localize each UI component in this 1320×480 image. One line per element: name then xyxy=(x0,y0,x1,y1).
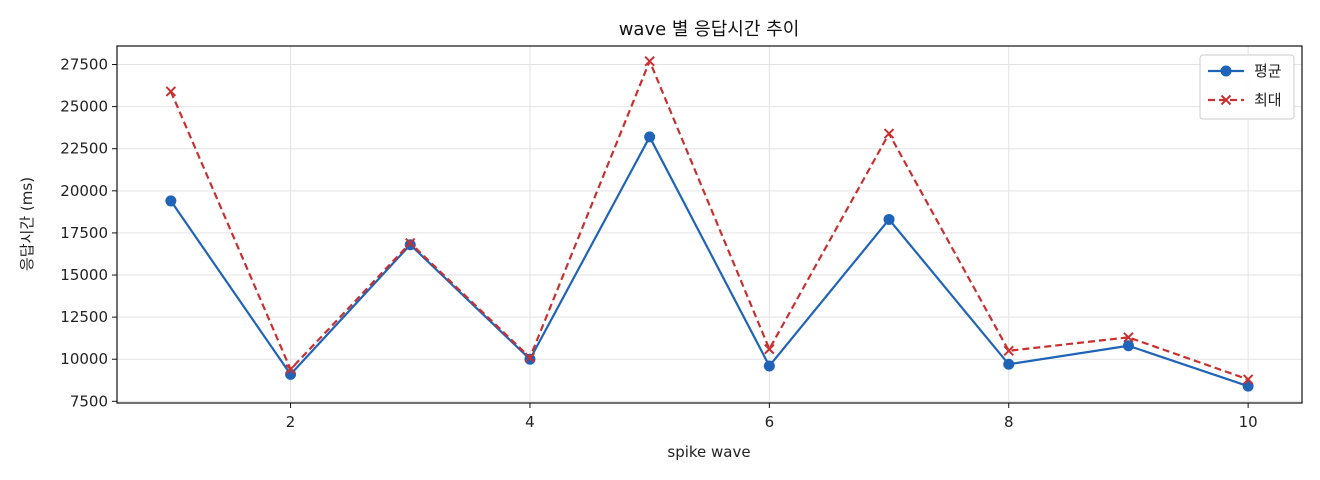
data-point xyxy=(524,352,536,363)
series-line xyxy=(169,135,1249,388)
data-point xyxy=(1242,374,1254,385)
y-tick-label: 12500 xyxy=(60,308,108,326)
x-tick-label: 4 xyxy=(525,413,535,431)
y-tick-label: 27500 xyxy=(60,56,108,74)
data-point xyxy=(404,239,416,251)
x-tick-label: 8 xyxy=(1004,413,1014,431)
data-point xyxy=(165,86,177,97)
legend-item: 평균 xyxy=(1208,62,1282,80)
data-point xyxy=(1242,380,1254,392)
data-point xyxy=(644,55,655,67)
x-axis-title: spike wave xyxy=(667,443,750,461)
data-point xyxy=(883,128,895,139)
series-group xyxy=(165,55,1254,392)
y-tick-label: 10000 xyxy=(60,350,108,368)
x-tick-label: 2 xyxy=(286,413,296,431)
y-tick-label: 20000 xyxy=(60,182,108,200)
data-point xyxy=(165,195,177,207)
legend-marker xyxy=(1220,94,1232,106)
data-point xyxy=(285,364,296,375)
series-mean xyxy=(165,131,1254,392)
chart-title: wave 별 응답시간 추이 xyxy=(619,19,800,40)
y-tick-label: 7500 xyxy=(70,392,108,410)
series-line xyxy=(169,60,1249,381)
data-point xyxy=(285,368,297,380)
y-tick-label: 17500 xyxy=(60,224,108,242)
x-tick-label: 6 xyxy=(765,413,775,431)
legend-label: 최대 xyxy=(1254,91,1282,109)
legend-marker xyxy=(1220,65,1232,77)
data-point xyxy=(764,343,775,355)
y-tick-label: 15000 xyxy=(60,266,108,284)
data-point xyxy=(644,131,656,143)
data-point xyxy=(883,213,895,225)
x-tick-label: 10 xyxy=(1239,413,1258,431)
series-max xyxy=(165,55,1254,385)
y-axis-title: 응답시간 (ms) xyxy=(18,177,36,271)
y-tick-label: 22500 xyxy=(60,140,108,158)
plot-frame xyxy=(116,45,1303,404)
legend-item: 최대 xyxy=(1208,91,1282,109)
y-tick-label: 25000 xyxy=(60,98,108,116)
data-point xyxy=(1003,358,1015,370)
data-point xyxy=(763,360,775,372)
data-point xyxy=(405,237,416,249)
data-point xyxy=(1122,340,1134,352)
axes: 7500 10000 12500 15000 17500 20000 22500 25000 2… xyxy=(60,45,1303,431)
grid xyxy=(117,46,1302,403)
legend-label: 평균 xyxy=(1254,62,1282,80)
data-point xyxy=(1003,345,1014,357)
data-point xyxy=(1123,332,1134,343)
data-point xyxy=(524,353,536,365)
